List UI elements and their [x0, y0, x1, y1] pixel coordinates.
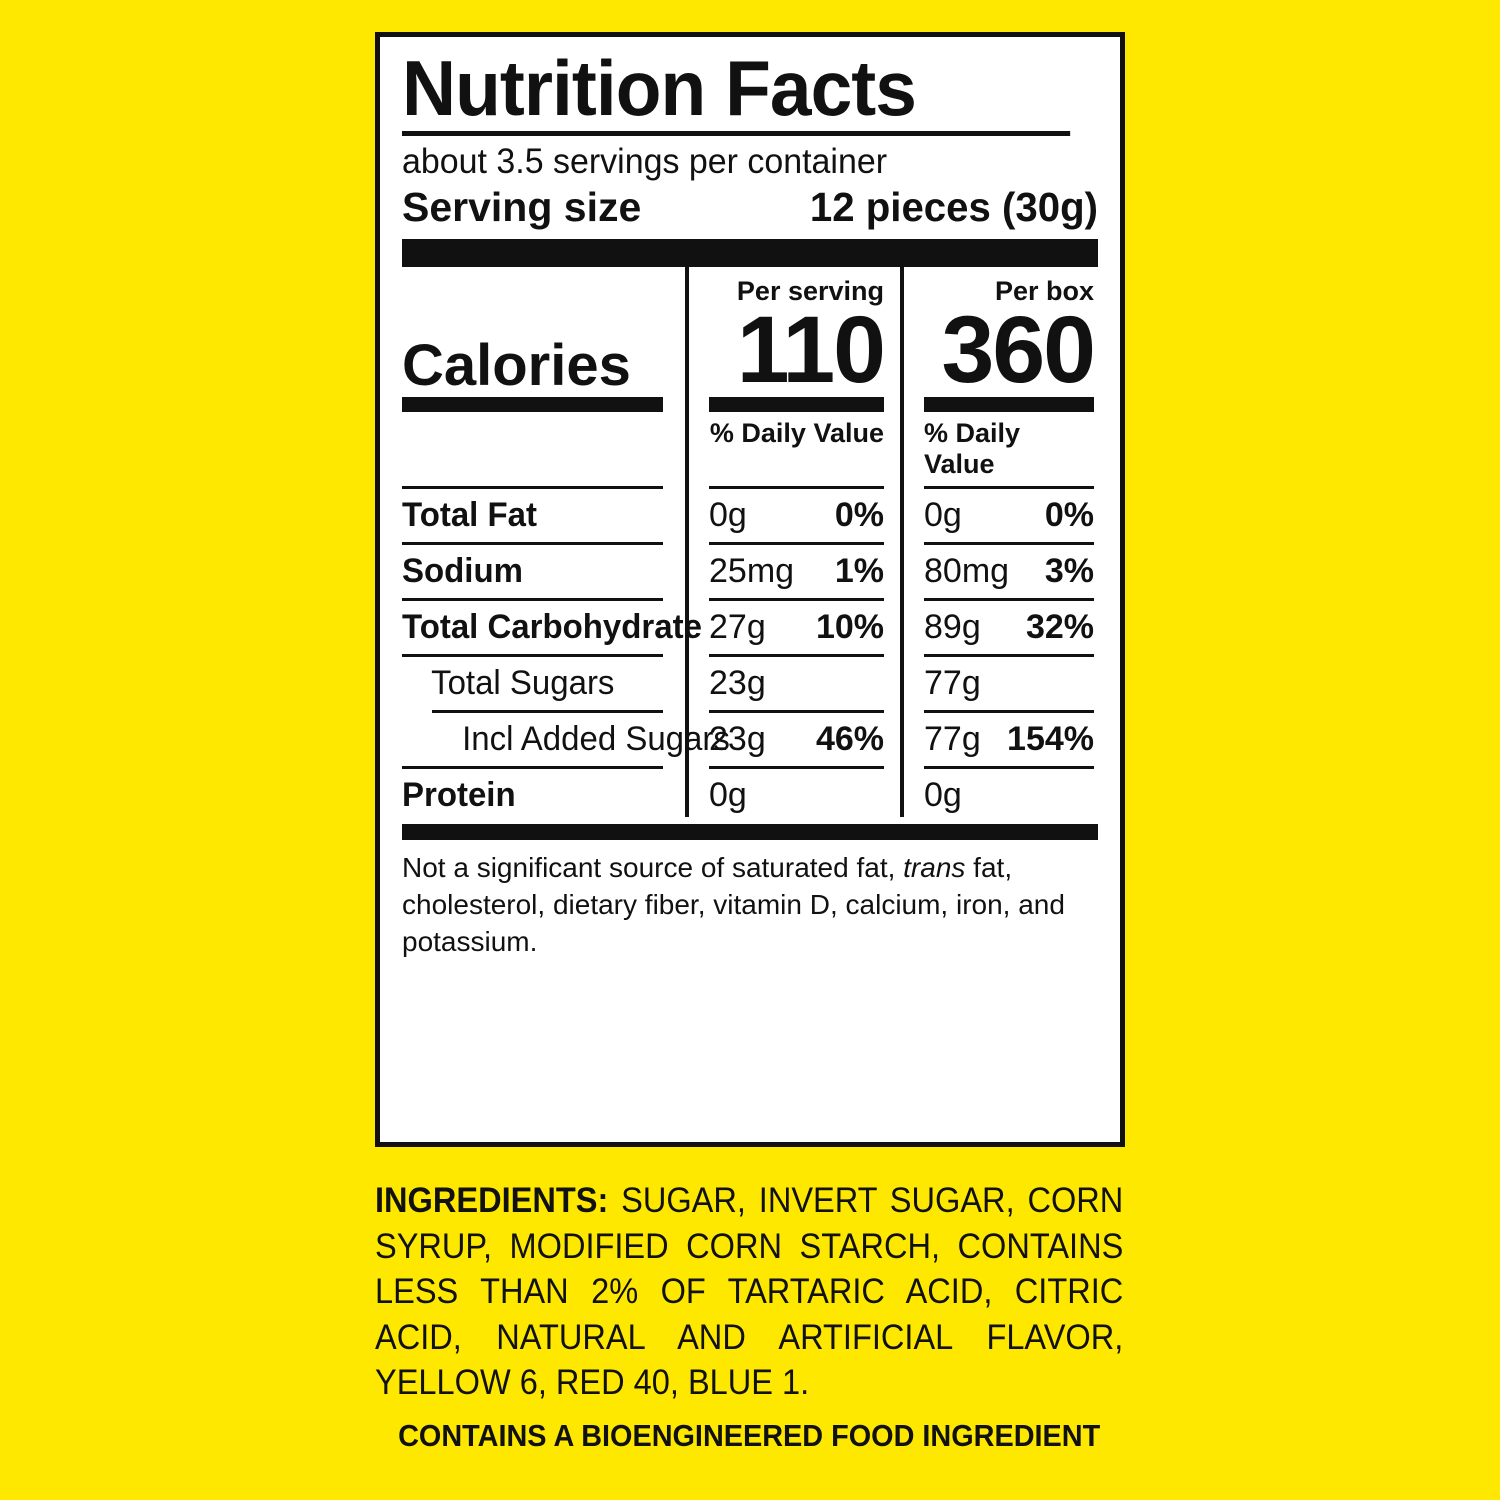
daily-value-header-per-box: % Daily Value	[924, 417, 1021, 479]
nutrient-name: Incl Added Sugars	[462, 719, 730, 758]
bioengineered-statement: CONTAINS A BIOENGINEERED FOOD INGREDIENT	[398, 1417, 1101, 1453]
ingredients-text: INGREDIENTS: SUGAR, INVERT SUGAR, CORN S…	[375, 1178, 1123, 1406]
row-separator	[402, 485, 1098, 489]
nutrient-row: Total Carbohydrate 27g 10% 89g 32%	[402, 601, 1098, 654]
nutrient-per-box-amount: 77g	[924, 719, 981, 758]
per-box-header: Per box	[994, 276, 1094, 307]
nutrient-per-serving: 27g 10%	[685, 608, 900, 647]
row-separator	[402, 709, 1098, 713]
nutrient-name: Total Fat	[402, 495, 537, 534]
footnote-line2: dietary fiber, vitamin D, calcium, iron,…	[402, 888, 1065, 957]
nutrient-per-box-amount: 0g	[924, 495, 962, 534]
nutrient-per-serving-dv: 46%	[815, 719, 884, 758]
nutrient-per-box-amount: 0g	[924, 775, 962, 814]
nutrient-per-serving: 23g 46%	[685, 720, 900, 759]
footnote-line1-post: fat, cholesterol,	[402, 851, 1013, 920]
nutrient-row: Total Fat 0g 0% 0g 0%	[402, 489, 1098, 542]
servings-per-container: about 3.5 servings per container	[402, 142, 888, 182]
nutrient-per-box: 89g 32%	[900, 608, 1098, 647]
column-divider-left	[685, 267, 689, 818]
per-serving-header: Per serving	[736, 276, 884, 307]
footnote-italic-trans: trans	[903, 851, 966, 883]
daily-value-header-row: % Daily Value % Daily Value	[402, 412, 1098, 486]
nutrient-per-serving-amount: 27g	[709, 607, 766, 646]
nutrient-per-serving-dv: 10%	[815, 607, 884, 646]
nutrient-per-box: 77g 154%	[900, 720, 1098, 759]
nutrient-name: Total Carbohydrate	[402, 607, 702, 646]
nutrient-per-serving-amount: 25mg	[709, 551, 795, 590]
nutrient-per-box-dv: 32%	[1025, 607, 1094, 646]
nutrient-per-box: 0g 0%	[900, 496, 1098, 535]
calories-per-serving-value: 110	[736, 297, 886, 404]
nutrient-per-box: 77g	[900, 664, 1098, 703]
nutrient-row: Incl Added Sugars 23g 46% 77g 154%	[402, 713, 1098, 766]
serving-size-label: Serving size	[402, 184, 642, 231]
nutrition-facts-panel: Nutrition Facts about 3.5 servings per c…	[375, 32, 1125, 1147]
footnote-text: Not a significant source of saturated fa…	[402, 840, 1098, 961]
ingredients-heading: INGREDIENTS:	[375, 1181, 609, 1220]
serving-size-row: Serving size 12 pieces (30g)	[402, 182, 1098, 237]
row-separator	[402, 597, 1098, 601]
nutrient-per-box-dv: 0%	[1044, 495, 1094, 534]
nutrient-name: Total Sugars	[431, 663, 615, 702]
row-separator	[402, 541, 1098, 545]
nutrition-facts-title: Nutrition Facts	[402, 49, 1071, 137]
nutrient-per-serving: 25mg 1%	[685, 552, 900, 591]
nutrient-per-serving-amount: 0g	[709, 495, 747, 534]
serving-size-divider-bar	[402, 239, 1098, 268]
nutrient-per-serving: 0g 0%	[685, 496, 900, 535]
nutrient-per-serving: 23g	[685, 664, 900, 703]
row-separator	[402, 653, 1098, 657]
footnote-divider-bar	[402, 823, 1098, 840]
nutrient-name: Protein	[402, 775, 516, 814]
column-divider-right	[900, 267, 904, 818]
nutrient-name: Sodium	[402, 551, 523, 590]
ingredients-body: SUGAR, INVERT SUGAR, CORN SYRUP, MODIFIE…	[375, 1181, 1124, 1402]
nutrition-grid: Per serving Per box Calories 110 360 % D…	[402, 267, 1098, 821]
nutrient-row: Total Sugars 23g 77g	[402, 657, 1098, 710]
nutrient-per-serving: 0g	[685, 776, 900, 815]
calories-divider-bars	[402, 396, 1098, 412]
nutrient-per-serving-amount: 23g	[709, 719, 766, 758]
daily-value-header-per-serving: % Daily Value	[709, 417, 884, 448]
nutrient-per-box-amount: 77g	[924, 663, 981, 702]
nutrient-rows-container: Total Fat 0g 0% 0g 0% Sodium 25mg 1% 80mg 3% Total…	[402, 485, 1098, 822]
calories-per-box-value: 360	[941, 297, 1096, 404]
nutrient-per-serving-dv: 1%	[834, 551, 884, 590]
nutrient-per-serving-amount: 0g	[709, 775, 747, 814]
nutrient-per-box: 80mg 3%	[900, 552, 1098, 591]
ingredients-block: INGREDIENTS: SUGAR, INVERT SUGAR, CORN S…	[375, 1178, 1127, 1456]
nutrient-per-box-dv: 3%	[1044, 551, 1094, 590]
nutrient-per-box-amount: 80mg	[924, 551, 1010, 590]
nutrient-per-box-dv: 154%	[1007, 719, 1094, 758]
nutrient-per-box: 0g	[900, 776, 1098, 815]
column-header-row: Per serving Per box	[402, 267, 1098, 307]
nutrient-row: Protein 0g 0g	[402, 769, 1098, 822]
footnote-line1-pre: Not a significant source of saturated fa…	[402, 851, 904, 883]
nutrient-per-serving-amount: 23g	[709, 663, 766, 702]
calories-label: Calories	[402, 332, 631, 398]
serving-size-amount: 12 pieces (30g)	[809, 184, 1098, 231]
nutrient-per-box-amount: 89g	[924, 607, 981, 646]
row-separator	[402, 765, 1098, 769]
nutrient-row: Sodium 25mg 1% 80mg 3%	[402, 545, 1098, 598]
calories-row: Calories 110 360	[402, 297, 1098, 404]
nutrient-per-serving-dv: 0%	[834, 495, 884, 534]
